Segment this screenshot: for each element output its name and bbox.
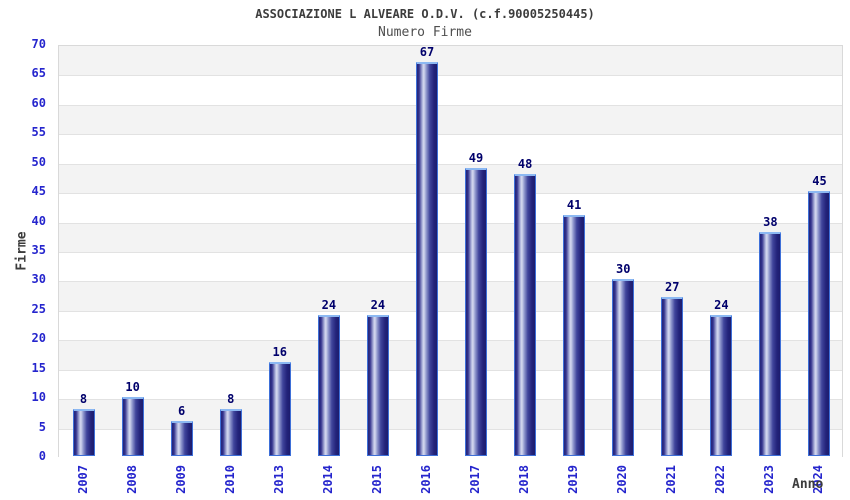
bar-value-label: 48: [517, 156, 533, 171]
x-tick-label: 2019: [566, 465, 581, 494]
bar-2016: [415, 61, 438, 456]
bar-2007: [72, 408, 95, 456]
grid-band: [59, 75, 842, 105]
y-tick-label: 10: [31, 390, 46, 405]
bar-2009: [170, 420, 193, 456]
gridline: [59, 399, 842, 401]
bar-value-label: 24: [714, 297, 729, 312]
y-tick-label: 15: [31, 360, 46, 375]
bar-2014: [317, 314, 340, 456]
x-tick-label: 2007: [75, 465, 90, 494]
x-tick-label: 2021: [664, 465, 679, 494]
grid-band: [59, 222, 842, 252]
gridline: [59, 75, 842, 77]
gridline: [59, 134, 842, 136]
bar-2023: [759, 232, 782, 456]
grid-band: [59, 252, 842, 282]
grid-band: [59, 193, 842, 223]
bar-value-label: 24: [370, 297, 386, 312]
y-tick-label: 70: [31, 37, 46, 51]
gridline: [59, 193, 842, 195]
y-tick-label: 25: [31, 301, 46, 316]
x-tick-label: 2008: [124, 465, 139, 494]
x-axis-label: Anno: [792, 477, 824, 492]
bar-2021: [661, 297, 684, 456]
y-tick-label: 30: [31, 272, 46, 287]
bar-2019: [563, 214, 586, 456]
gridline: [59, 281, 842, 283]
gridline: [59, 340, 842, 342]
gridline: [59, 163, 842, 165]
y-tick-label: 60: [31, 95, 46, 110]
y-tick-label: 55: [31, 125, 46, 140]
bar-value-label: 24: [321, 297, 337, 312]
x-tick-label: 2018: [517, 465, 532, 494]
x-tick-label: 2013: [271, 465, 286, 494]
x-tick-label: 2020: [615, 465, 630, 494]
bar-value-label: 8: [79, 391, 88, 406]
x-tick-label: 2014: [320, 465, 335, 494]
bar-2017: [465, 167, 488, 456]
grid-band: [59, 46, 842, 76]
y-tick-label: 20: [31, 331, 46, 346]
x-tick-label: 2022: [713, 465, 728, 494]
chart-title: ASSOCIAZIONE L ALVEARE O.D.V. (c.f.90005…: [255, 7, 595, 21]
bar-value-label: 49: [468, 150, 484, 165]
y-tick-label: 35: [31, 243, 46, 257]
bar-2024: [808, 191, 831, 456]
x-tick-label: 2015: [369, 465, 384, 494]
plot-area: 8 10 6 8 16 24 24 67 49 48 41 30 27 24 38 45: [58, 44, 843, 458]
bar-2008: [121, 397, 144, 456]
y-tick-label: 65: [31, 66, 46, 81]
bar-2018: [514, 173, 537, 456]
bar-value-label: 30: [615, 262, 631, 277]
x-tick-label: 2017: [468, 465, 483, 494]
gridline: [59, 252, 842, 253]
bar-2015: [366, 314, 389, 456]
y-tick-label: 0: [38, 449, 46, 463]
x-tick-label: 2023: [762, 465, 777, 494]
bar-value-label: 6: [178, 403, 186, 418]
grid-band: [59, 281, 842, 311]
bar-value-label: 16: [272, 344, 287, 359]
bar-value-label: 8: [227, 391, 235, 406]
y-tick-label: 40: [31, 213, 46, 228]
grid-band: [59, 104, 842, 135]
bar-value-label: 41: [566, 197, 582, 212]
bar-value-label: 67: [419, 44, 435, 59]
gridline: [59, 310, 842, 312]
gridline: [59, 104, 842, 106]
y-tick-label: 5: [38, 419, 46, 434]
bar-2022: [710, 314, 733, 456]
gridline: [59, 222, 842, 224]
bar-value-label: 38: [763, 215, 778, 230]
gridline: [59, 369, 842, 371]
bar-value-label: 45: [812, 174, 827, 189]
bar-2013: [268, 361, 291, 456]
chart-subtitle: Numero Firme: [378, 25, 472, 40]
gridline: [59, 428, 842, 430]
bar-value-label: 27: [665, 280, 680, 295]
x-tick-label: 2010: [222, 465, 237, 494]
grid-band: [59, 134, 842, 164]
bar-2010: [219, 408, 242, 456]
bar-value-label: 10: [125, 380, 140, 395]
x-tick-label: 2009: [173, 465, 188, 494]
y-tick-label: 50: [31, 154, 46, 169]
y-tick-label: 45: [31, 184, 46, 199]
grid-band: [59, 163, 842, 194]
x-tick-label: 2016: [418, 465, 433, 494]
bar-2020: [612, 279, 635, 456]
